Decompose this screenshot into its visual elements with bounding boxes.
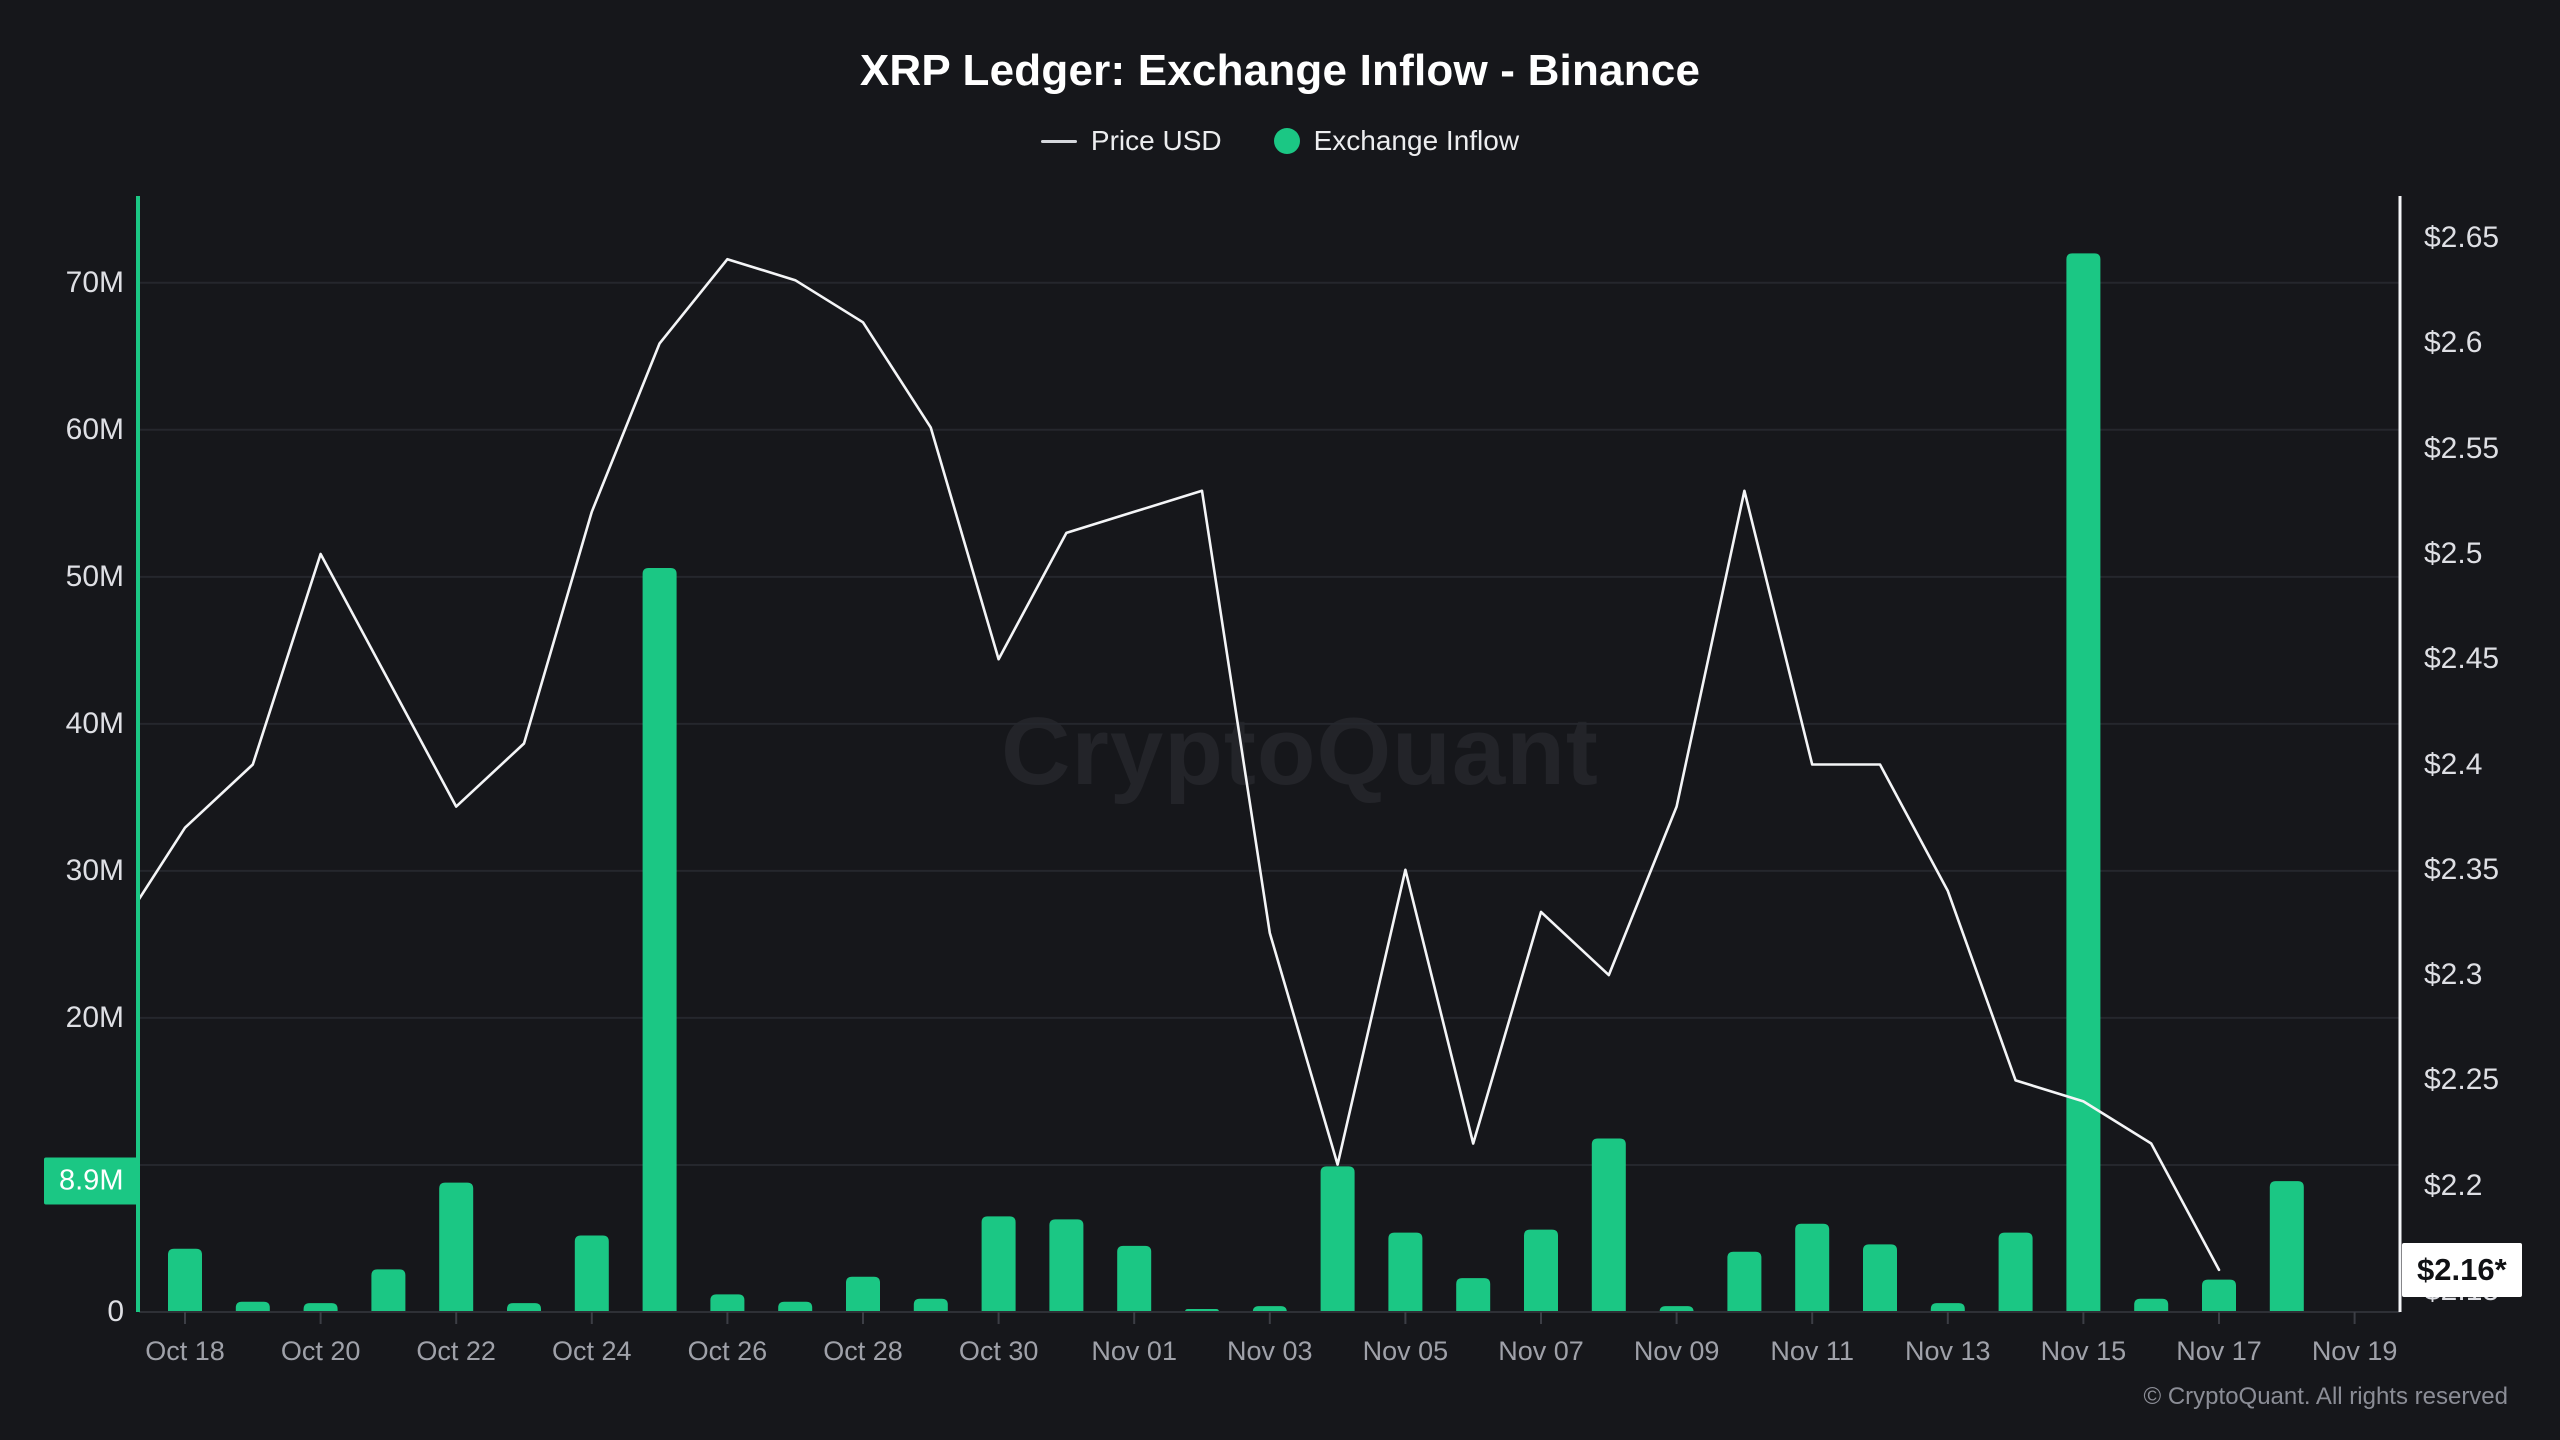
price-line-swatch-icon bbox=[1040, 139, 1077, 143]
left-axis-label: 20M bbox=[65, 1000, 124, 1034]
inflow-bar bbox=[371, 1269, 406, 1312]
x-axis-label: Nov 11 bbox=[1770, 1336, 1854, 1366]
inflow-bar bbox=[846, 1276, 880, 1312]
inflow-bar bbox=[1320, 1166, 1355, 1312]
right-axis-label: $2.25 bbox=[2424, 1063, 2500, 1097]
x-axis-label: Oct 22 bbox=[416, 1336, 496, 1366]
right-axis-label: $2.5 bbox=[2424, 536, 2483, 570]
inflow-bar bbox=[1727, 1251, 1762, 1312]
inflow-bar bbox=[507, 1303, 541, 1312]
inflow-dot-swatch-icon bbox=[1273, 128, 1300, 154]
right-axis-label: $2.45 bbox=[2424, 642, 2500, 676]
legend-price-label: Price USD bbox=[1090, 125, 1222, 156]
right-axis-label: $2.65 bbox=[2424, 221, 2500, 255]
left-axis-label: 30M bbox=[65, 853, 124, 887]
inflow-bar bbox=[2202, 1279, 2236, 1312]
inflow-bar bbox=[168, 1248, 202, 1312]
x-axis-label: Nov 15 bbox=[2040, 1336, 2127, 1366]
inflow-bar bbox=[1117, 1245, 1152, 1312]
x-axis-label: Nov 03 bbox=[1227, 1336, 1313, 1366]
inflow-bar bbox=[303, 1303, 338, 1312]
inflow-bar bbox=[981, 1216, 1016, 1312]
inflow-bar bbox=[1049, 1219, 1084, 1312]
inflow-bar bbox=[2269, 1181, 2304, 1312]
inflow-bar bbox=[1795, 1223, 1830, 1312]
x-axis-label: Nov 19 bbox=[2311, 1336, 2398, 1366]
copyright-footer: © CryptoQuant. All rights reserved bbox=[2143, 1383, 2509, 1410]
legend: Price USD Exchange Inflow bbox=[0, 125, 2560, 157]
x-axis-label: Oct 30 bbox=[958, 1336, 1039, 1366]
legend-item-inflow[interactable]: Exchange Inflow bbox=[1273, 125, 1520, 157]
inflow-bar bbox=[1456, 1278, 1491, 1312]
left-axis-label: 50M bbox=[65, 559, 124, 593]
x-axis-label: Oct 24 bbox=[552, 1336, 632, 1366]
right-axis-label: $2.55 bbox=[2424, 431, 2500, 465]
inflow-bar bbox=[778, 1301, 813, 1312]
inflow-bar bbox=[439, 1182, 474, 1312]
left-axis-label: 70M bbox=[65, 265, 124, 299]
x-axis-label: Oct 26 bbox=[687, 1336, 768, 1366]
inflow-bar bbox=[1524, 1229, 1558, 1312]
legend-inflow-label: Exchange Inflow bbox=[1313, 125, 1520, 156]
latest-price-badge: $2.16* bbox=[2402, 1242, 2522, 1297]
inflow-bar bbox=[913, 1298, 948, 1312]
x-axis-label: Nov 13 bbox=[1905, 1336, 1991, 1366]
x-axis-label: Nov 07 bbox=[1498, 1336, 1584, 1366]
x-axis-label: Nov 01 bbox=[1091, 1336, 1177, 1366]
inflow-bar bbox=[235, 1301, 270, 1312]
x-axis-label: Nov 17 bbox=[2176, 1336, 2262, 1366]
left-axis-label: 40M bbox=[65, 706, 124, 740]
x-axis-label: Nov 09 bbox=[1633, 1336, 1720, 1366]
right-axis-label: $2.6 bbox=[2424, 326, 2483, 360]
inflow-bar bbox=[1659, 1306, 1694, 1312]
inflow-bar bbox=[710, 1294, 745, 1312]
price-line bbox=[138, 257, 2221, 1272]
inflow-bar bbox=[1863, 1244, 1897, 1312]
cryptoquant-watermark: CryptoQuant bbox=[1001, 698, 1599, 805]
inflow-bar bbox=[642, 568, 677, 1312]
inflow-bar bbox=[2134, 1298, 2169, 1312]
legend-item-price[interactable]: Price USD bbox=[1040, 125, 1222, 157]
inflow-bar bbox=[574, 1235, 609, 1312]
right-axis-label: $2.2 bbox=[2424, 1168, 2483, 1202]
left-axis-label: 0 bbox=[107, 1295, 124, 1328]
x-axis-label: Oct 18 bbox=[145, 1336, 225, 1366]
inflow-bar bbox=[1930, 1303, 1965, 1312]
inflow-bar bbox=[1591, 1138, 1626, 1312]
right-axis-label: $2.3 bbox=[2424, 958, 2483, 992]
latest-inflow-badge: 8.9M bbox=[44, 1157, 139, 1205]
inflow-bar bbox=[1252, 1306, 1287, 1312]
x-axis-label: Nov 05 bbox=[1362, 1336, 1449, 1366]
x-axis-label: Oct 20 bbox=[280, 1336, 361, 1366]
right-axis-label: $2.35 bbox=[2424, 852, 2500, 886]
page-title: XRP Ledger: Exchange Inflow - Binance bbox=[859, 46, 1701, 95]
x-axis-label: Oct 28 bbox=[823, 1336, 903, 1366]
left-axis-label: 60M bbox=[65, 412, 124, 446]
inflow-bar bbox=[1388, 1232, 1423, 1312]
right-axis-label: $2.4 bbox=[2424, 747, 2483, 781]
inflow-bar bbox=[1998, 1232, 2033, 1312]
inflow-bar bbox=[2066, 253, 2101, 1312]
